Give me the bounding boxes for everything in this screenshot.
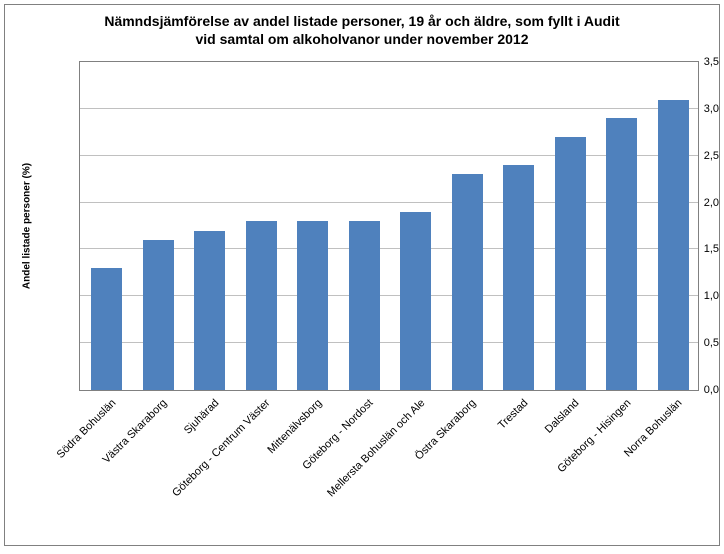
chart-title: Nämndsjämförelse av andel listade person… [5,13,719,48]
bar [143,240,174,390]
bar [658,100,689,391]
bar [246,221,277,390]
bar [297,221,328,390]
grid-line [80,108,698,109]
bar [503,165,534,390]
chart-container: Nämndsjämförelse av andel listade person… [4,4,720,546]
plot-area [79,61,699,391]
bar [194,231,225,390]
chart-title-line1: Nämndsjämförelse av andel listade person… [5,13,719,31]
grid-line [80,155,698,156]
bar [606,118,637,390]
bar [349,221,380,390]
bar [400,212,431,390]
bar [555,137,586,390]
grid-line [80,202,698,203]
bar [91,268,122,390]
y-axis-label: Andel listade personer (%) [22,163,33,289]
bar [452,174,483,390]
chart-title-line2: vid samtal om alkoholvanor under novembe… [5,31,719,49]
